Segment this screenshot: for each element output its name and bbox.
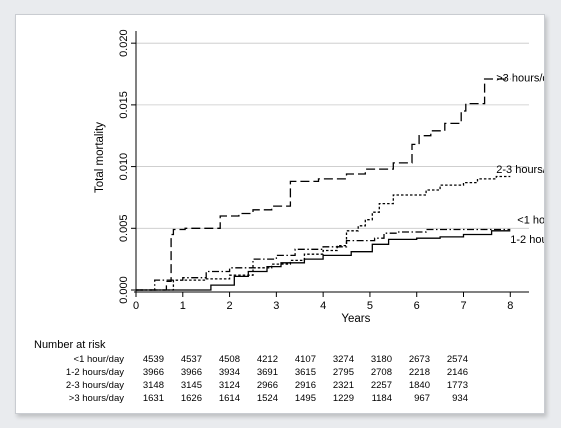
x-tick-label: 7 xyxy=(460,300,466,312)
risk-cell: 3274 xyxy=(332,354,354,365)
series-label: 1-2 hours/day xyxy=(510,234,544,246)
risk-cell: 4508 xyxy=(218,354,240,365)
risk-cell: 2146 xyxy=(446,367,468,378)
risk-cell: 3966 xyxy=(142,367,164,378)
y-tick-label: 0.010 xyxy=(118,153,130,181)
risk-cell: 1626 xyxy=(180,393,202,404)
risk-table-title: Number at risk xyxy=(34,339,106,351)
risk-cell: 1184 xyxy=(371,393,392,404)
series-line-3 xyxy=(136,230,511,291)
risk-cell: 3148 xyxy=(142,380,164,391)
risk-cell: 967 xyxy=(414,393,430,404)
risk-cell: 2321 xyxy=(332,380,354,391)
risk-cell: 4212 xyxy=(256,354,278,365)
x-axis-title: Years xyxy=(341,313,370,325)
risk-cell: 3934 xyxy=(218,367,240,378)
risk-cell: 2673 xyxy=(408,354,430,365)
risk-cell: 1524 xyxy=(256,393,278,404)
y-tick-label: 0.020 xyxy=(118,29,130,57)
series-line-2 xyxy=(136,228,511,291)
risk-cell: 1495 xyxy=(294,393,316,404)
risk-row-label: 2-3 hours/day xyxy=(65,380,124,391)
risk-cell: 2257 xyxy=(370,380,392,391)
risk-row-label: <1 hour/day xyxy=(73,354,124,365)
figure-panel: 0.000 0.005 0.010 0.015 0.020 0 1 2 3 4 5 6 7 8 Years T… xyxy=(15,14,545,414)
x-tick-label: 5 xyxy=(367,300,373,312)
x-tick-label: 3 xyxy=(273,300,279,312)
risk-cell: 2966 xyxy=(256,380,278,391)
risk-cell: 4539 xyxy=(142,354,164,365)
x-tick-label: 8 xyxy=(507,300,513,312)
risk-cell: 1840 xyxy=(408,380,430,391)
risk-cell: 2218 xyxy=(408,367,430,378)
risk-row-label: >3 hours/day xyxy=(68,393,124,404)
risk-cell: 934 xyxy=(452,393,468,404)
series-label: >3 hours/day xyxy=(496,72,544,84)
x-tick-label: 6 xyxy=(414,300,420,312)
y-tick-label: 0.015 xyxy=(118,91,130,119)
risk-cell: 3180 xyxy=(370,354,392,365)
risk-cell: 1773 xyxy=(446,380,468,391)
risk-cell: 3615 xyxy=(294,367,316,378)
x-tick-label: 1 xyxy=(180,300,186,312)
risk-cell: 4537 xyxy=(180,354,202,365)
y-tick-label: 0.005 xyxy=(118,215,130,243)
y-tick-label: 0.000 xyxy=(118,276,130,304)
series-label: 2-3 hours/day xyxy=(496,164,544,176)
risk-cell: 1614 xyxy=(218,393,240,404)
series-label: <1 hour/day xyxy=(517,214,544,226)
series-line-0 xyxy=(136,78,511,291)
x-tick-label: 0 xyxy=(133,300,139,312)
mortality-chart: 0.000 0.005 0.010 0.015 0.020 0 1 2 3 4 5 6 7 8 Years T… xyxy=(94,29,544,325)
risk-cell: 3124 xyxy=(218,380,240,391)
risk-cell: 3691 xyxy=(256,367,278,378)
risk-cell: 3145 xyxy=(180,380,202,391)
risk-cell: 1631 xyxy=(142,393,164,404)
risk-cell: 2916 xyxy=(294,380,316,391)
risk-cell: 1229 xyxy=(332,393,354,404)
risk-cell: 2795 xyxy=(332,367,354,378)
risk-cell: 2708 xyxy=(370,367,392,378)
risk-cell: 2574 xyxy=(446,354,468,365)
y-axis-title: Total mortality xyxy=(94,122,106,193)
x-tick-label: 4 xyxy=(320,300,326,312)
risk-cell: 3966 xyxy=(180,367,202,378)
risk-row-label: 1-2 hours/day xyxy=(65,367,124,378)
x-tick-label: 2 xyxy=(227,300,233,312)
series-line-1 xyxy=(136,175,511,291)
risk-cell: 4107 xyxy=(294,354,316,365)
